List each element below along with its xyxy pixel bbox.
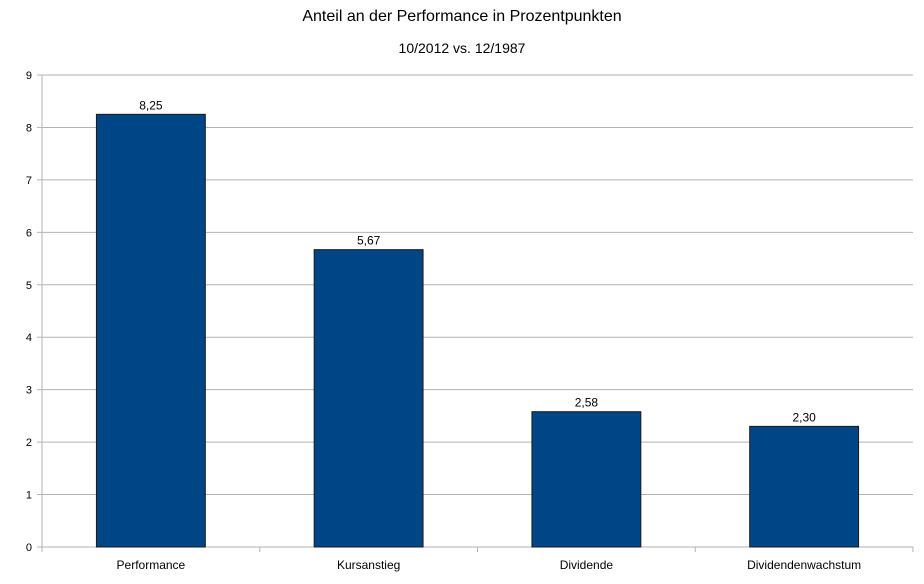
bar [531,411,642,548]
bar [313,249,424,548]
y-tick-label: 4 [26,332,32,344]
bar [749,425,860,548]
data-label: 5,67 [357,234,381,248]
x-tick-label: Dividende [560,558,614,572]
data-label: 2,58 [575,396,599,410]
y-tick-label: 9 [26,70,32,82]
x-tick-label: Kursanstieg [337,558,400,572]
x-tick-label: Performance [117,558,186,572]
x-tick-label: Dividendenwachstum [747,558,861,572]
y-tick-label: 8 [26,122,32,134]
data-label: 8,25 [139,98,163,112]
y-tick-label: 3 [26,385,32,397]
bar [95,113,206,548]
y-tick-label: 2 [26,437,32,449]
data-label: 2,30 [792,410,816,424]
y-tick-label: 0 [26,542,32,554]
y-tick-label: 1 [26,490,32,502]
y-tick-label: 7 [26,175,32,187]
y-tick-label: 6 [26,227,32,239]
chart-subtitle: 10/2012 vs. 12/1987 [398,40,526,56]
y-tick-label: 5 [26,280,32,292]
chart-title: Anteil an der Performance in Prozentpunk… [302,8,622,25]
